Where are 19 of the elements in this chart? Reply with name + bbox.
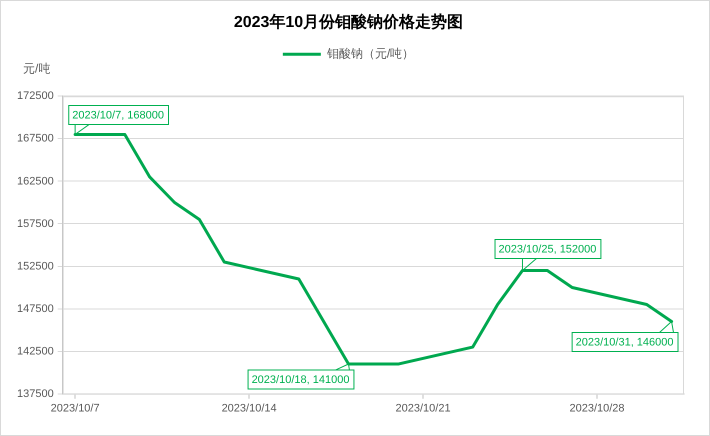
x-tick-label: 2023/10/28 [569,402,625,414]
y-tick-label: 147500 [16,302,54,315]
annotation: 2023/10/25, 152000 [498,244,596,256]
legend-label: 钼酸钠（元/吨） [326,46,414,61]
y-tick-label: 162500 [16,175,54,188]
y-tick-label: 152500 [16,260,54,272]
y-tick-label: 172500 [16,90,54,102]
y-tick-label: 157500 [16,218,54,230]
chart-title: 2023年10月份钼酸钠价格走势图 [234,13,464,32]
y-tick-label: 142500 [16,345,54,358]
annotation: 2023/10/31, 146000 [576,336,674,349]
y-axis-title: 元/吨 [23,62,50,76]
y-tick-label: 137500 [16,388,54,400]
y-tick-label: 167500 [16,132,54,145]
annotation: 2023/10/7, 168000 [72,109,164,122]
annotation: 2023/10/18, 141000 [252,374,350,386]
x-tick-label: 2023/10/14 [222,402,277,414]
x-tick-label: 2023/10/21 [396,402,451,414]
x-tick-label: 2023/10/7 [50,402,100,414]
